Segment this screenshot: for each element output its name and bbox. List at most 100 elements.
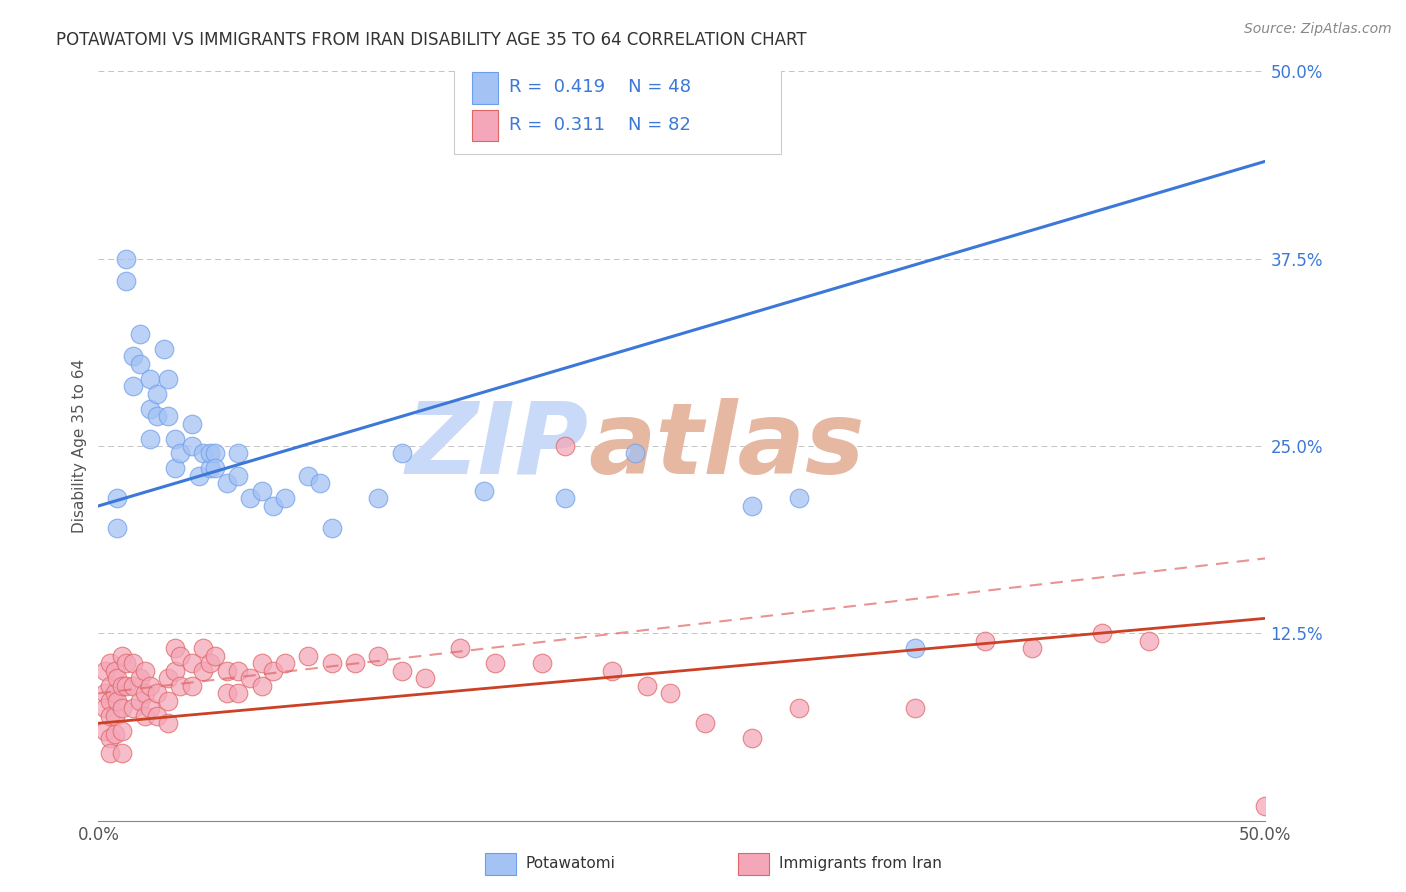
Point	[530, 657, 553, 671]
Point	[139, 679, 162, 693]
Point	[200, 461, 222, 475]
Point	[122, 679, 145, 693]
Point	[98, 746, 121, 760]
Point	[115, 679, 138, 693]
Point	[157, 716, 180, 731]
Point	[321, 657, 343, 671]
Point	[134, 664, 156, 678]
Point	[228, 446, 250, 460]
Point	[98, 657, 121, 671]
Point	[165, 461, 187, 475]
Point	[98, 694, 121, 708]
Point	[180, 679, 202, 693]
Point	[104, 686, 127, 700]
Point	[787, 491, 810, 506]
Point	[187, 469, 209, 483]
Point	[974, 633, 997, 648]
Point	[146, 409, 169, 423]
Point	[111, 679, 134, 693]
Point	[157, 671, 180, 685]
FancyBboxPatch shape	[454, 60, 782, 153]
Point	[484, 657, 506, 671]
Point	[250, 657, 273, 671]
Point	[193, 641, 215, 656]
Point	[115, 274, 138, 288]
Point	[146, 386, 169, 401]
Point	[104, 727, 127, 741]
Point	[98, 679, 121, 693]
Point	[152, 342, 174, 356]
Point	[157, 409, 180, 423]
Point	[904, 641, 927, 656]
Point	[274, 491, 297, 506]
Point	[139, 371, 162, 385]
Point	[193, 664, 215, 678]
Point	[122, 701, 145, 715]
Point	[636, 679, 658, 693]
Point	[94, 701, 117, 715]
Point	[297, 648, 319, 663]
Point	[165, 664, 187, 678]
Point	[105, 521, 128, 535]
Point	[624, 446, 647, 460]
Point	[139, 432, 162, 446]
Point	[200, 446, 222, 460]
Point	[695, 716, 717, 731]
Text: Potawatomi: Potawatomi	[526, 856, 616, 871]
Point	[105, 491, 128, 506]
Point	[139, 401, 162, 416]
Point	[367, 648, 389, 663]
Text: R =  0.419    N = 48: R = 0.419 N = 48	[509, 78, 692, 96]
Text: atlas: atlas	[589, 398, 865, 494]
Text: R =  0.311    N = 82: R = 0.311 N = 82	[509, 116, 692, 135]
Point	[904, 701, 927, 715]
Point	[367, 491, 389, 506]
Point	[741, 499, 763, 513]
Point	[1091, 626, 1114, 640]
Point	[122, 349, 145, 363]
Point	[122, 379, 145, 393]
Point	[129, 671, 152, 685]
Point	[139, 701, 162, 715]
Point	[228, 664, 250, 678]
Point	[105, 671, 128, 685]
Point	[104, 664, 127, 678]
Point	[134, 686, 156, 700]
Point	[115, 657, 138, 671]
Point	[204, 446, 226, 460]
Point	[239, 671, 262, 685]
Point	[1137, 633, 1160, 648]
Point	[344, 657, 367, 671]
Point	[659, 686, 682, 700]
Point	[146, 708, 169, 723]
Point	[129, 326, 152, 341]
Point	[204, 461, 226, 475]
Point	[554, 491, 576, 506]
Point	[122, 657, 145, 671]
Point	[741, 731, 763, 746]
Point	[111, 701, 134, 715]
Point	[1371, 641, 1393, 656]
Text: Source: ZipAtlas.com: Source: ZipAtlas.com	[1244, 22, 1392, 37]
Point	[215, 476, 238, 491]
Point	[165, 641, 187, 656]
Point	[169, 648, 191, 663]
Text: Immigrants from Iran: Immigrants from Iran	[779, 856, 942, 871]
Y-axis label: Disability Age 35 to 64: Disability Age 35 to 64	[72, 359, 87, 533]
Point	[787, 701, 810, 715]
Text: POTAWATOMI VS IMMIGRANTS FROM IRAN DISABILITY AGE 35 TO 64 CORRELATION CHART: POTAWATOMI VS IMMIGRANTS FROM IRAN DISAB…	[56, 31, 807, 49]
Point	[215, 664, 238, 678]
Point	[391, 664, 413, 678]
Point	[204, 648, 226, 663]
Point	[262, 499, 284, 513]
Point	[449, 641, 471, 656]
Point	[472, 483, 495, 498]
Point	[129, 357, 152, 371]
Point	[169, 679, 191, 693]
Point	[321, 521, 343, 535]
Point	[193, 446, 215, 460]
Text: ZIP: ZIP	[405, 398, 589, 494]
Point	[309, 476, 332, 491]
Point	[180, 417, 202, 431]
Point	[600, 664, 623, 678]
